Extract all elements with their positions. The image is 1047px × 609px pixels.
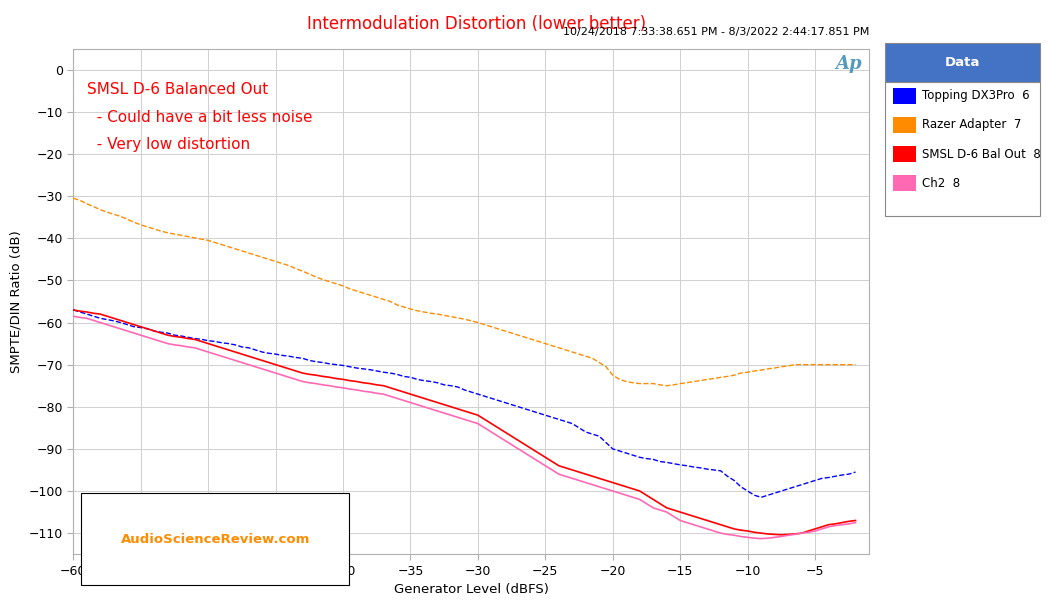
Text: Ap: Ap bbox=[836, 55, 863, 73]
Text: Ch2  8: Ch2 8 bbox=[922, 177, 960, 190]
Text: - Could have a bit less noise: - Could have a bit less noise bbox=[87, 110, 312, 125]
Text: SMSL D-6 Bal Out  8: SMSL D-6 Bal Out 8 bbox=[922, 147, 1041, 161]
Text: AudioScienceReview.com: AudioScienceReview.com bbox=[120, 533, 310, 546]
Text: Data: Data bbox=[944, 56, 980, 69]
Text: Razer Adapter  7: Razer Adapter 7 bbox=[922, 118, 1022, 132]
X-axis label: Generator Level (dBFS): Generator Level (dBFS) bbox=[394, 583, 549, 596]
Text: - Very low distortion: - Very low distortion bbox=[87, 137, 250, 152]
Y-axis label: SMPTE/DIN Ratio (dB): SMPTE/DIN Ratio (dB) bbox=[9, 230, 23, 373]
Text: SMSL D-6 Balanced Out: SMSL D-6 Balanced Out bbox=[87, 82, 268, 97]
Text: Topping DX3Pro  6: Topping DX3Pro 6 bbox=[922, 89, 1030, 102]
Text: 10/24/2018 7:33:38.651 PM - 8/3/2022 2:44:17.851 PM: 10/24/2018 7:33:38.651 PM - 8/3/2022 2:4… bbox=[562, 27, 869, 37]
Text: Intermodulation Distortion (lower better): Intermodulation Distortion (lower better… bbox=[307, 15, 646, 33]
